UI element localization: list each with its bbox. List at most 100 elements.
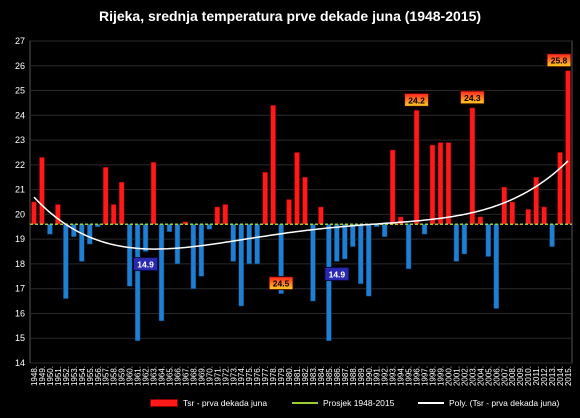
x-tick-label: 1996.	[413, 366, 422, 386]
legend-swatch-average	[292, 402, 318, 404]
x-tick-label: 1959.	[118, 366, 127, 386]
x-tick-label: 1954.	[78, 366, 87, 386]
x-tick-label: 1963.	[150, 366, 159, 386]
x-tick-label: 2004.	[476, 366, 485, 386]
bar	[150, 162, 157, 225]
bar	[565, 70, 571, 225]
bar	[366, 224, 372, 297]
bar	[405, 224, 412, 270]
x-tick-label: 1956.	[94, 366, 103, 386]
bar	[31, 201, 37, 225]
x-tick-label: 1984.	[317, 366, 326, 386]
legend-swatch-poly	[418, 402, 444, 404]
bar	[453, 224, 460, 262]
bar	[190, 224, 197, 289]
bar	[334, 224, 340, 262]
y-tick-label: 21	[15, 185, 25, 195]
x-tick-label: 2011.	[532, 366, 541, 385]
x-tick-label: 1982.	[301, 366, 310, 386]
bar	[174, 224, 181, 265]
y-tick-label: 16	[15, 308, 25, 318]
bar	[166, 224, 173, 232]
bar	[302, 176, 308, 225]
bar	[381, 224, 388, 237]
bar	[55, 204, 61, 225]
bar	[326, 224, 332, 341]
y-tick-label: 26	[15, 61, 25, 71]
x-tick-label: 1964.	[158, 366, 167, 386]
bar	[102, 167, 109, 225]
x-tick-label: 1990.	[365, 366, 374, 386]
data-label-box	[133, 257, 159, 272]
x-tick-label: 1991.	[373, 366, 382, 386]
legend-label-poly: Poly. (Tsr - prva dekada juna)	[449, 398, 560, 408]
legend-label-average: Prosjek 1948-2015	[323, 398, 395, 408]
x-tick-label: 1981.	[293, 366, 302, 386]
x-tick-label: 1980.	[285, 366, 294, 386]
x-tick-label: 1967.	[181, 366, 190, 386]
x-tick-label: 1955.	[86, 366, 95, 386]
legend-label-bars: Tsr - prva dekada juna	[183, 398, 268, 408]
bar	[533, 176, 539, 225]
bar	[230, 224, 236, 262]
x-tick-label: 2015.	[564, 366, 573, 386]
y-tick-label: 22	[15, 160, 25, 170]
y-tick-label: 14	[15, 358, 25, 368]
bar	[294, 152, 300, 225]
poly-trend-line	[33, 160, 569, 250]
bar	[342, 224, 348, 260]
data-label-box	[324, 266, 350, 281]
bar	[39, 157, 45, 225]
x-tick-label: 1999.	[436, 366, 445, 386]
bar	[270, 105, 276, 225]
y-tick-label: 25	[15, 86, 25, 96]
bar	[397, 216, 404, 225]
y-tick-label: 20	[15, 209, 25, 219]
x-tick-label: 1988.	[349, 366, 358, 386]
bar	[214, 206, 221, 225]
x-tick-label: 1983.	[309, 366, 318, 386]
x-tick-label: 1975.	[245, 366, 254, 386]
data-label-box	[268, 276, 294, 291]
x-tick-label: 2006.	[492, 366, 501, 386]
bar	[413, 110, 420, 225]
legend-item-bars: Tsr - prva dekada juna	[150, 398, 267, 408]
bar	[254, 224, 260, 265]
bar	[238, 224, 244, 307]
x-tick-label: 2012.	[540, 366, 549, 386]
bar	[557, 152, 563, 225]
bar	[485, 224, 492, 257]
x-tick-label: 1972.	[221, 366, 230, 386]
bar	[445, 142, 452, 225]
x-tick-label: 1973.	[229, 366, 238, 386]
bar	[63, 224, 69, 299]
y-tick-label: 18	[15, 259, 25, 269]
x-tick-label: 1953.	[70, 366, 79, 386]
x-tick-label: 1992.	[381, 366, 390, 386]
bar	[222, 204, 229, 225]
bar	[126, 224, 133, 287]
bar	[198, 224, 205, 277]
bar	[246, 224, 252, 265]
bar	[87, 224, 93, 245]
y-tick-label: 15	[15, 333, 25, 343]
bar	[158, 224, 165, 322]
x-tick-label: 1968.	[189, 366, 198, 386]
plot-area	[29, 40, 573, 364]
x-tick-label: 1951.	[54, 366, 63, 386]
bar	[286, 199, 292, 225]
data-label: 24.2	[408, 95, 425, 105]
legend-swatch-bars	[150, 399, 178, 407]
x-tick-label: 2000.	[444, 366, 453, 386]
x-tick-label: 1986.	[333, 366, 342, 386]
bar	[310, 224, 316, 302]
bar	[134, 224, 141, 341]
x-tick-label: 2001.	[452, 366, 461, 386]
x-tick-label: 1949.	[38, 366, 47, 386]
data-label-box	[404, 92, 430, 107]
x-tick-label: 1961.	[134, 366, 143, 386]
x-tick-label: 1997.	[421, 366, 430, 386]
x-tick-label: 1970.	[205, 366, 214, 386]
bar	[477, 216, 484, 225]
x-tick-label: 1998.	[429, 366, 438, 386]
